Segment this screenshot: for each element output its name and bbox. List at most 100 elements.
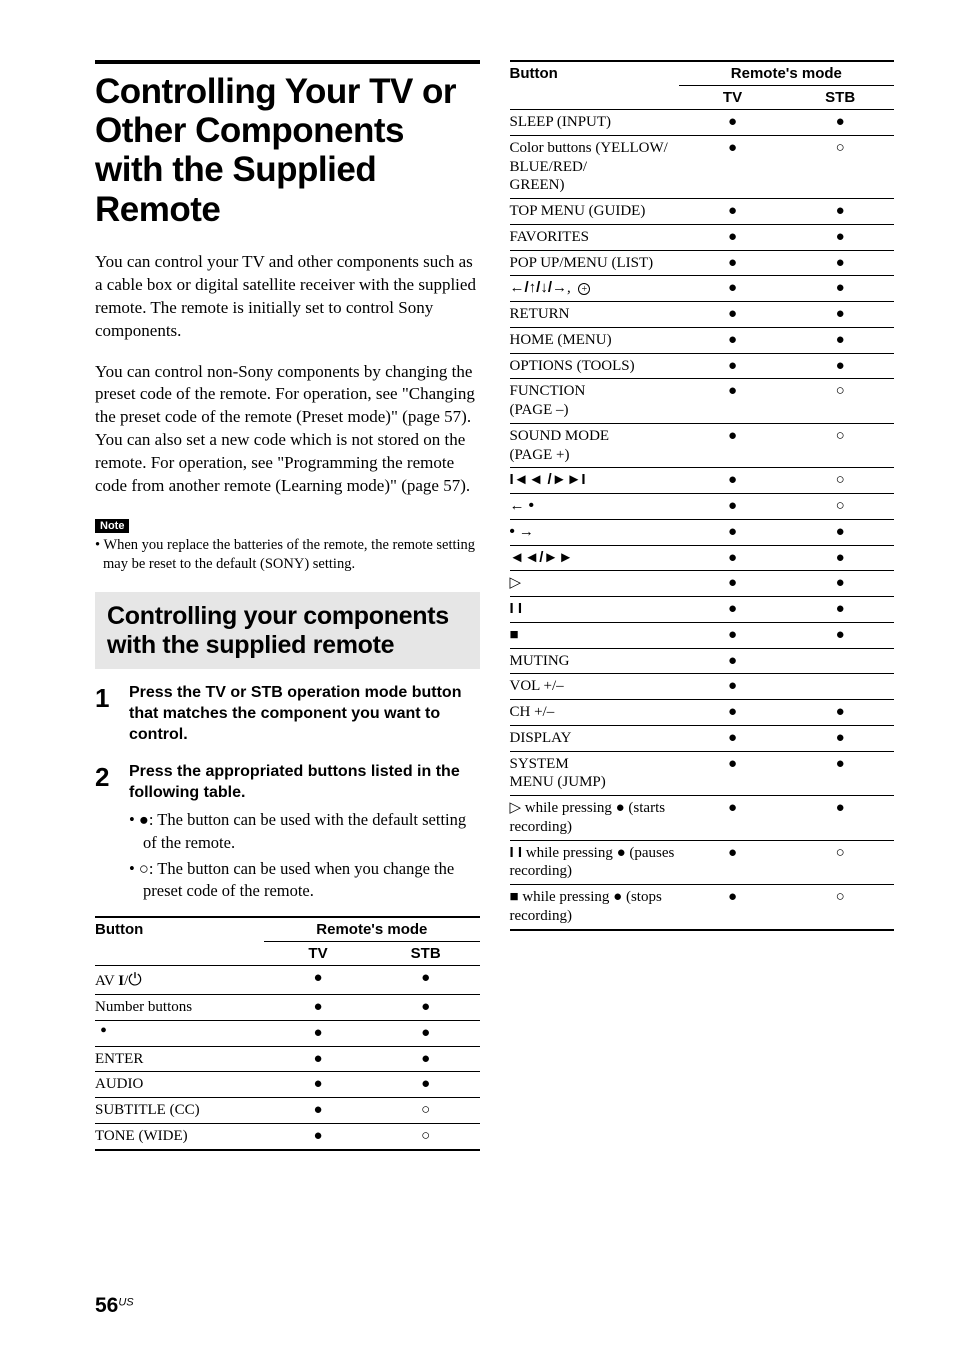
step-1-number: 1 <box>95 683 129 751</box>
table-row: RETURN●● <box>510 302 895 328</box>
stb-mark-cell: ● <box>786 597 894 623</box>
table-row: I I while pressing ● (pauses recording)●… <box>510 840 895 885</box>
table-row: • →●● <box>510 519 895 545</box>
stb-mark-cell: ● <box>786 545 894 571</box>
step-2: 2 Press the appropriated buttons listed … <box>95 762 480 907</box>
stb-mark-cell: ● <box>786 327 894 353</box>
table-row: ■ while pressing ● (stops recording)●○ <box>510 885 895 930</box>
button-label-cell: • → <box>510 519 679 545</box>
stb-mark-cell: ● <box>372 995 480 1021</box>
table-row: SUBTITLE (CC)●○ <box>95 1098 480 1124</box>
button-label-cell: ■ <box>510 622 679 648</box>
tv-mark-cell: ● <box>679 571 787 597</box>
button-label-cell: ENTER <box>95 1046 264 1072</box>
th-mode: Remote's mode <box>679 61 894 86</box>
remote-table-right: Button Remote's mode TV STB SLEEP (INPUT… <box>510 60 895 931</box>
th-stb: STB <box>786 86 894 110</box>
paragraph-1: You can control your TV and other compon… <box>95 251 480 343</box>
tv-mark-cell: ● <box>679 545 787 571</box>
page-title: Controlling Your TV or Other Components … <box>95 72 480 229</box>
th-mode: Remote's mode <box>264 917 479 942</box>
stb-mark-cell <box>786 648 894 674</box>
table-row: ▷ while pressing ● (starts recording)●● <box>510 796 895 841</box>
table-row: ◄◄/►►●● <box>510 545 895 571</box>
table-row: AUDIO●● <box>95 1072 480 1098</box>
tv-mark-cell: ● <box>679 379 787 424</box>
stb-mark-cell: ○ <box>786 494 894 520</box>
button-label-cell: SLEEP (INPUT) <box>510 110 679 136</box>
tv-mark-cell: ● <box>679 224 787 250</box>
note-text: • When you replace the batteries of the … <box>95 536 480 574</box>
stb-mark-cell: ● <box>786 353 894 379</box>
tv-mark-cell: ● <box>679 648 787 674</box>
table-row: TONE (WIDE)●○ <box>95 1123 480 1149</box>
step-1: 1 Press the TV or STB operation mode but… <box>95 683 480 751</box>
stb-mark-cell: ● <box>786 751 894 796</box>
table-row: ■●● <box>510 622 895 648</box>
page-number-value: 56 <box>95 1294 118 1317</box>
tv-mark-cell: ● <box>679 110 787 136</box>
stb-mark-cell: ● <box>786 725 894 751</box>
tv-mark-cell: ● <box>679 250 787 276</box>
stb-mark-cell: ● <box>786 796 894 841</box>
tv-mark-cell: ● <box>679 494 787 520</box>
button-label-cell: SYSTEMMENU (JUMP) <box>510 751 679 796</box>
bullet-pre: • <box>129 810 139 829</box>
bullet-text: : The button can be used when you change… <box>143 859 454 900</box>
button-label-cell: POP UP/MENU (LIST) <box>510 250 679 276</box>
title-rule <box>95 60 480 64</box>
button-label-cell: ◄◄/►► <box>510 545 679 571</box>
table-row: OPTIONS (TOOLS)●● <box>510 353 895 379</box>
page-number-suffix: US <box>118 1297 133 1309</box>
stb-mark-cell: ○ <box>786 379 894 424</box>
step-1-head: Press the TV or STB operation mode butto… <box>129 683 480 745</box>
stb-mark-cell: ○ <box>786 423 894 468</box>
tv-mark-cell: ● <box>264 1020 372 1046</box>
table-row: TOP MENU (GUIDE)●● <box>510 199 895 225</box>
stb-mark-cell: ○ <box>372 1123 480 1149</box>
table-row: I I●● <box>510 597 895 623</box>
tv-mark-cell: ● <box>679 622 787 648</box>
table-row: HOME (MENU)●● <box>510 327 895 353</box>
tv-mark-cell: ● <box>679 327 787 353</box>
stb-mark-cell: ● <box>372 1020 480 1046</box>
th-button: Button <box>510 61 679 110</box>
th-button: Button <box>95 917 264 966</box>
tv-mark-cell: ● <box>679 840 787 885</box>
button-label-cell: ←/↑/↓/→, + <box>510 276 679 302</box>
tv-mark-cell: ● <box>679 674 787 700</box>
button-label-cell: I I <box>510 597 679 623</box>
button-label-cell: I I while pressing ● (pauses recording) <box>510 840 679 885</box>
tv-mark-cell: ● <box>264 1072 372 1098</box>
button-label-cell: VOL +/– <box>510 674 679 700</box>
tv-mark-cell: ● <box>679 519 787 545</box>
tv-mark-cell: ● <box>679 199 787 225</box>
button-label-cell: I◄◄ /►►I <box>510 468 679 494</box>
stb-mark-cell: ● <box>786 571 894 597</box>
table-row: SYSTEMMENU (JUMP)●● <box>510 751 895 796</box>
step-2-sub1: • : The button can be used with the defa… <box>129 809 480 854</box>
button-label-cell: HOME (MENU) <box>510 327 679 353</box>
stb-mark-cell: ● <box>786 224 894 250</box>
button-label-cell: Color buttons (YELLOW/BLUE/RED/GREEN) <box>510 135 679 198</box>
table-row: SLEEP (INPUT)●● <box>510 110 895 136</box>
table-row: DISPLAY●● <box>510 725 895 751</box>
th-stb: STB <box>372 942 480 966</box>
section-heading: Controlling your components with the sup… <box>107 602 468 660</box>
th-tv: TV <box>679 86 787 110</box>
stb-mark-cell: ○ <box>786 840 894 885</box>
table-row: ←/↑/↓/→, +●● <box>510 276 895 302</box>
th-tv: TV <box>264 942 372 966</box>
stb-mark-cell: ● <box>786 700 894 726</box>
tv-mark-cell: ● <box>264 995 372 1021</box>
note-label: Note <box>95 519 129 533</box>
page-number: 56US <box>95 1294 134 1318</box>
button-label-cell: • <box>95 1020 264 1046</box>
tv-mark-cell: ● <box>679 751 787 796</box>
button-label-cell: TOP MENU (GUIDE) <box>510 199 679 225</box>
stb-mark-cell: ● <box>372 966 480 995</box>
table-row: ▷●● <box>510 571 895 597</box>
tv-mark-cell: ● <box>679 276 787 302</box>
tv-mark-cell: ● <box>264 1123 372 1149</box>
section-heading-box: Controlling your components with the sup… <box>95 592 480 670</box>
